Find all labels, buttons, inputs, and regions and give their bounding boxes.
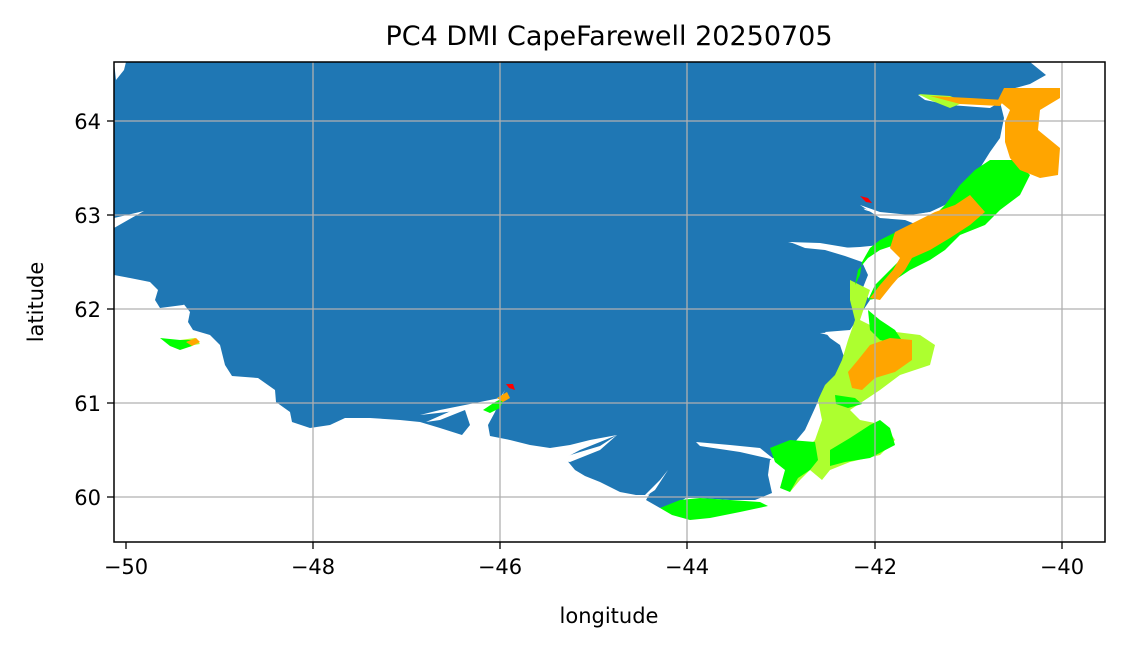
- inlet-west: [114, 211, 144, 228]
- inlet-east-3: [820, 332, 858, 338]
- y-tick-label: 63: [74, 204, 101, 228]
- x-axis-label: longitude: [560, 604, 659, 628]
- y-tick-label: 62: [74, 298, 101, 322]
- ice-orange-strip: [930, 96, 1004, 106]
- x-tick-label: −44: [665, 555, 709, 579]
- ice-orange-west: [186, 338, 200, 346]
- x-tick-label: −50: [104, 555, 148, 579]
- ice-green-upper: [835, 395, 862, 408]
- x-tick-label: −46: [478, 555, 522, 579]
- inlet-north-west: [114, 62, 126, 80]
- ice-orange-mid: [870, 195, 985, 300]
- ice-red-south: [506, 384, 515, 390]
- plot-frame: [113, 61, 1106, 543]
- x-tick-label: −48: [291, 555, 335, 579]
- inlet-south-4: [696, 442, 775, 460]
- inlet-south-1: [426, 400, 500, 422]
- x-tick-label: −40: [1040, 555, 1084, 579]
- y-tick-label: 60: [74, 486, 101, 510]
- x-tick-label: −42: [853, 555, 897, 579]
- map-title: PC4 DMI CapeFarewell 20250705: [385, 21, 832, 52]
- ice-green-south-1: [770, 440, 818, 492]
- y-axis-label: latitude: [24, 262, 48, 343]
- greenland-land: [114, 62, 1046, 508]
- y-tick-label: 61: [74, 392, 101, 416]
- ice-red-east: [860, 196, 872, 203]
- y-tick-label: 64: [74, 110, 101, 134]
- ice-green-mid: [868, 310, 905, 345]
- ice-orange-north: [998, 88, 1060, 178]
- inlet-south-2: [555, 435, 617, 462]
- grid: [114, 62, 1105, 542]
- inlet-east-2: [860, 205, 930, 220]
- y-axis: 60 61 62 63 64: [74, 110, 114, 510]
- ice-orange-south: [848, 338, 912, 390]
- ice-green-south-2: [830, 420, 895, 466]
- x-axis: −50 −48 −46 −44 −42 −40: [104, 542, 1084, 579]
- inlet-east-1: [788, 242, 870, 253]
